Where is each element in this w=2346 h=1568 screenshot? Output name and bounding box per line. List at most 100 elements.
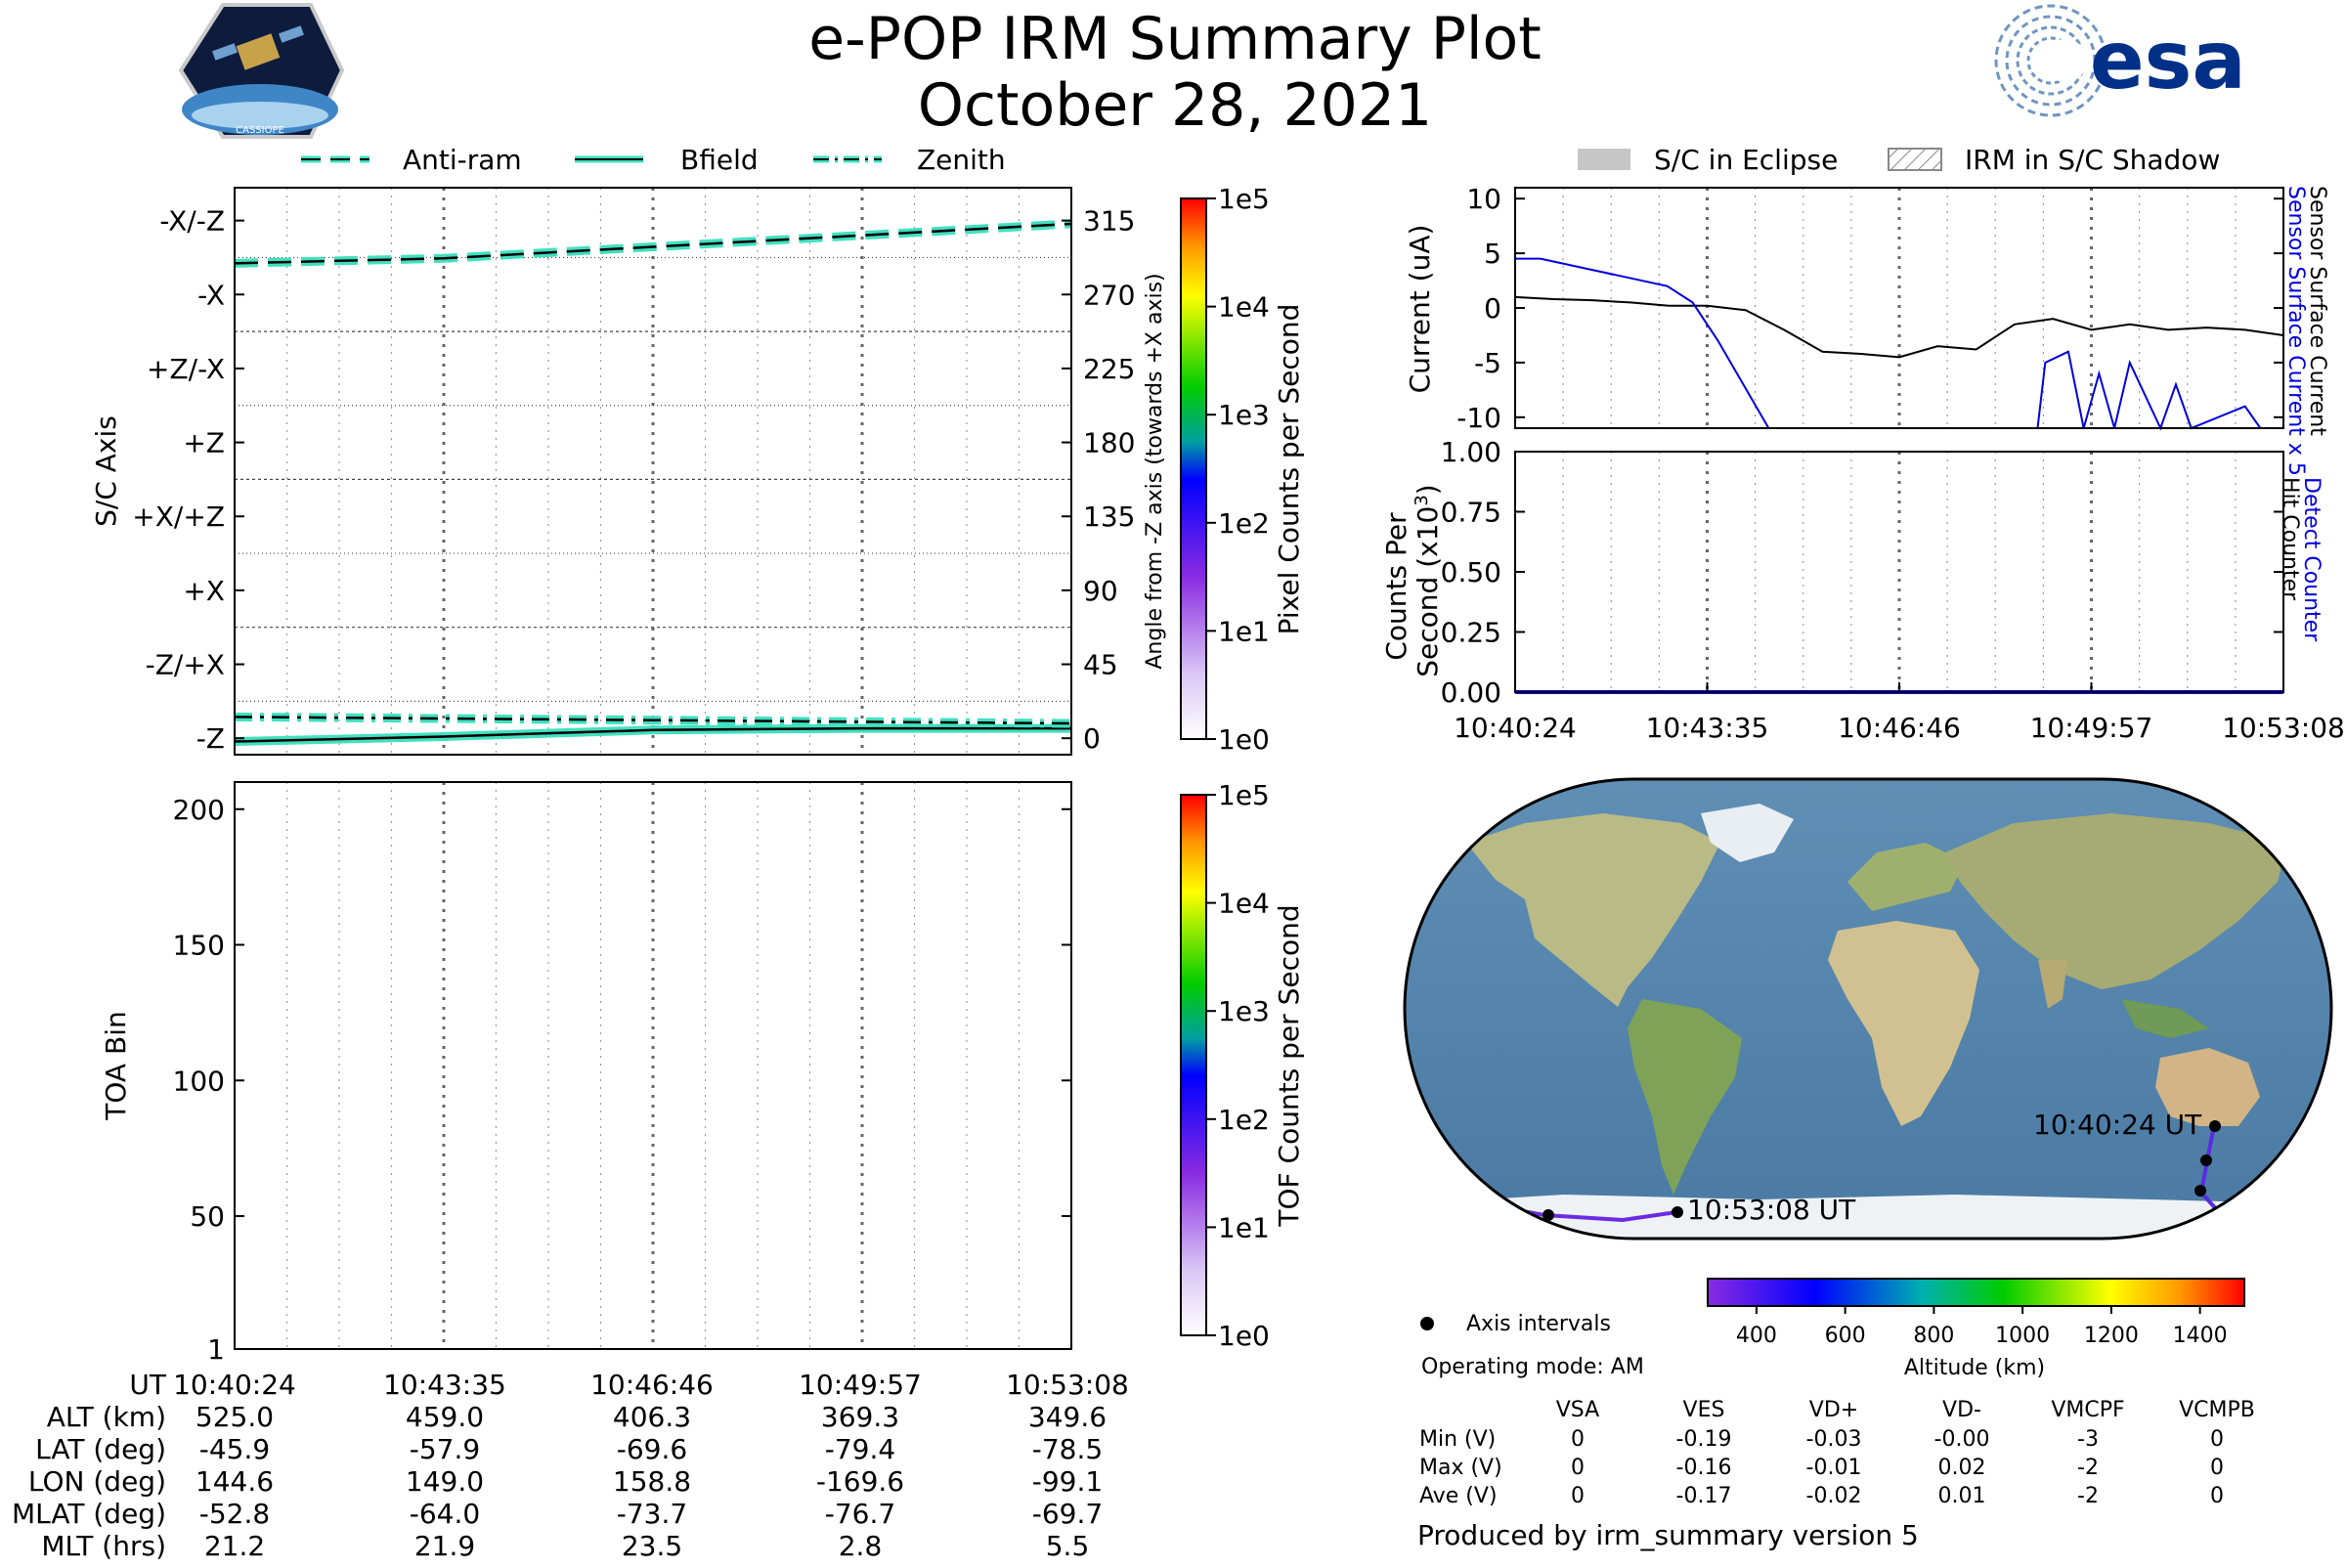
sc-axis-ytick: -Z/+X <box>146 649 225 681</box>
ephemeris-cell: 10:49:57 <box>799 1369 922 1401</box>
legend-zenith: Zenith <box>917 144 1006 176</box>
ephemeris-row-label: LAT (deg) <box>35 1433 166 1465</box>
legend-eclipse: S/C in Eclipse <box>1654 144 1838 176</box>
colorbar-tick: 1e5 <box>1218 779 1270 811</box>
current-ytick: -10 <box>1456 402 1501 434</box>
ephemeris-cell: -169.6 <box>816 1465 904 1498</box>
current-chart: 10 5 0 -5 -10 Current (uA) Sensor Surface Cu… <box>1404 183 2329 476</box>
voltage-cell: -2 <box>2077 1456 2099 1480</box>
sc-axis-y2tick: 270 <box>1083 279 1135 311</box>
esa-logo: esa <box>1994 4 2246 117</box>
voltage-cell: -3 <box>2077 1427 2099 1452</box>
ephemeris-cell: 406.3 <box>613 1401 691 1433</box>
legend-anti-ram: Anti-ram <box>403 144 522 176</box>
tof-counts-label: TOF Counts per Second <box>1273 904 1305 1227</box>
ephemeris-row-label: MLAT (deg) <box>12 1498 166 1530</box>
sc-axis-ytick: +Z <box>183 427 225 459</box>
counts-ylabel-1: Counts Per <box>1380 512 1412 661</box>
page-date: October 28, 2021 <box>918 71 1432 140</box>
sc-axis-ytick: +Z/-X <box>147 353 225 385</box>
colorbar-tick: 1e0 <box>1218 1320 1270 1352</box>
current-ylabel: Current (uA) <box>1404 225 1436 394</box>
sc-axis-series-anti-ram <box>234 222 1072 265</box>
voltage-cell: -0.00 <box>1934 1427 1990 1452</box>
counts-right-label-2: Hit Counter <box>2278 477 2302 601</box>
voltage-cell: 0.01 <box>1938 1484 1986 1508</box>
sensor-surface-current-x5-burst <box>2036 350 2262 431</box>
ephemeris-cell: 21.2 <box>204 1530 265 1562</box>
sc-axis-ytick: -Z <box>196 722 225 755</box>
ephemeris-cell: 149.0 <box>406 1465 484 1498</box>
toa-ytick: 50 <box>190 1200 225 1233</box>
voltage-cell: -0.19 <box>1676 1427 1732 1452</box>
sc-axis-y2tick: 90 <box>1083 575 1118 607</box>
altitude-tick: 600 <box>1825 1324 1866 1348</box>
voltage-cell: -0.16 <box>1676 1456 1732 1480</box>
sc-axis-series-zenith <box>234 716 1072 725</box>
sc-axis-ytick: -X <box>197 279 225 311</box>
toa-gridlines <box>285 782 1021 1349</box>
axis-interval-marker <box>2194 1185 2206 1197</box>
sc-axis-ytick: -X/-Z <box>159 205 225 238</box>
sc-axis-chart: -Z -Z/+X +X +X/+Z +Z +Z/-X -X -X/-Z 0 45 90 135 180 2… <box>90 187 1167 756</box>
ephemeris-cell: 21.9 <box>414 1530 475 1562</box>
voltage-cell: -2 <box>2077 1484 2099 1508</box>
sensor-surface-current-line <box>1514 295 2284 359</box>
operating-mode: Operating mode: AM <box>1421 1355 1644 1379</box>
voltage-row-label: Ave (V) <box>1419 1484 1498 1508</box>
colorbar-tick: 1e4 <box>1218 291 1270 324</box>
produced-by: Produced by irm_summary version 5 <box>1417 1519 1919 1551</box>
counts-ytick: 0.50 <box>1441 556 1501 588</box>
colorbar-tick: 1e0 <box>1218 723 1270 756</box>
voltage-header: VES <box>1683 1398 1725 1422</box>
voltage-header: VMCPF <box>2051 1398 2124 1422</box>
voltage-header: VD- <box>1942 1398 1981 1422</box>
voltage-cell: -0.02 <box>1806 1484 1862 1508</box>
voltage-table: VSA VES VD+ VD- VMCPF VCMPB Min (V) 0 -0.19 -0.03… <box>1419 1398 2255 1508</box>
sc-axis-frame <box>234 187 1072 756</box>
sc-axis-y2tick: 0 <box>1083 722 1101 755</box>
colorbar-tick: 1e2 <box>1218 507 1270 540</box>
map-start-label: 10:40:24 UT <box>2033 1109 2202 1141</box>
altitude-colorbar: 400 600 800 1000 1200 1400 Altitude (km) <box>1707 1278 2245 1380</box>
cassiope-logo-text: CASSIOPE <box>236 125 284 136</box>
ephemeris-cell: 10:40:24 <box>173 1369 296 1401</box>
voltage-row-label: Min (V) <box>1419 1427 1496 1452</box>
voltage-cell: 0 <box>1571 1484 1585 1508</box>
orbit-track-start <box>2198 1125 2221 1214</box>
axis-interval-marker <box>1672 1206 1683 1218</box>
toa-ytick: 200 <box>173 794 225 826</box>
axis-interval-marker <box>1542 1209 1554 1221</box>
sc-axis-y2tick: 180 <box>1083 427 1135 459</box>
sc-axis-series <box>234 219 1072 747</box>
axis-intervals-legend-marker <box>1420 1317 1434 1330</box>
voltage-cell: 0 <box>1571 1456 1585 1480</box>
sc-axis-y2tick: 135 <box>1083 501 1135 533</box>
voltage-cell: 0 <box>1571 1427 1585 1452</box>
toa-ytick: 150 <box>173 930 225 962</box>
counts-xtick: 10:49:57 <box>2030 712 2153 744</box>
voltage-cell: 0 <box>2210 1427 2224 1452</box>
counts-xtick: 10:46:46 <box>1838 712 1961 744</box>
voltage-row-label: Max (V) <box>1419 1456 1502 1480</box>
sc-axis-ytick: +X <box>183 575 225 607</box>
cassiope-logo: CASSIOPE <box>178 3 345 139</box>
colorbar-tick: 1e5 <box>1218 183 1270 215</box>
ephemeris-cell: 459.0 <box>406 1401 484 1433</box>
page-title: e-POP IRM Summary Plot <box>808 5 1542 73</box>
ephemeris-table: UT 10:40:24 10:43:35 10:46:46 10:49:57 10:53:… <box>12 1369 1129 1562</box>
current-ytick: 5 <box>1484 238 1501 270</box>
toa-frame <box>234 781 1072 1350</box>
ephemeris-cell: 23.5 <box>622 1530 682 1562</box>
sc-axis-ylabel: S/C Axis <box>90 415 122 527</box>
current-ytick: 0 <box>1484 292 1501 325</box>
colorbar-tick: 1e2 <box>1218 1104 1270 1136</box>
ephemeris-cell: 369.3 <box>821 1401 899 1433</box>
sc-axis-series-bfield <box>234 726 1071 743</box>
ephemeris-row-label: ALT (km) <box>47 1401 166 1433</box>
voltage-cell: -0.01 <box>1806 1456 1862 1480</box>
voltage-header: VD+ <box>1809 1398 1858 1422</box>
